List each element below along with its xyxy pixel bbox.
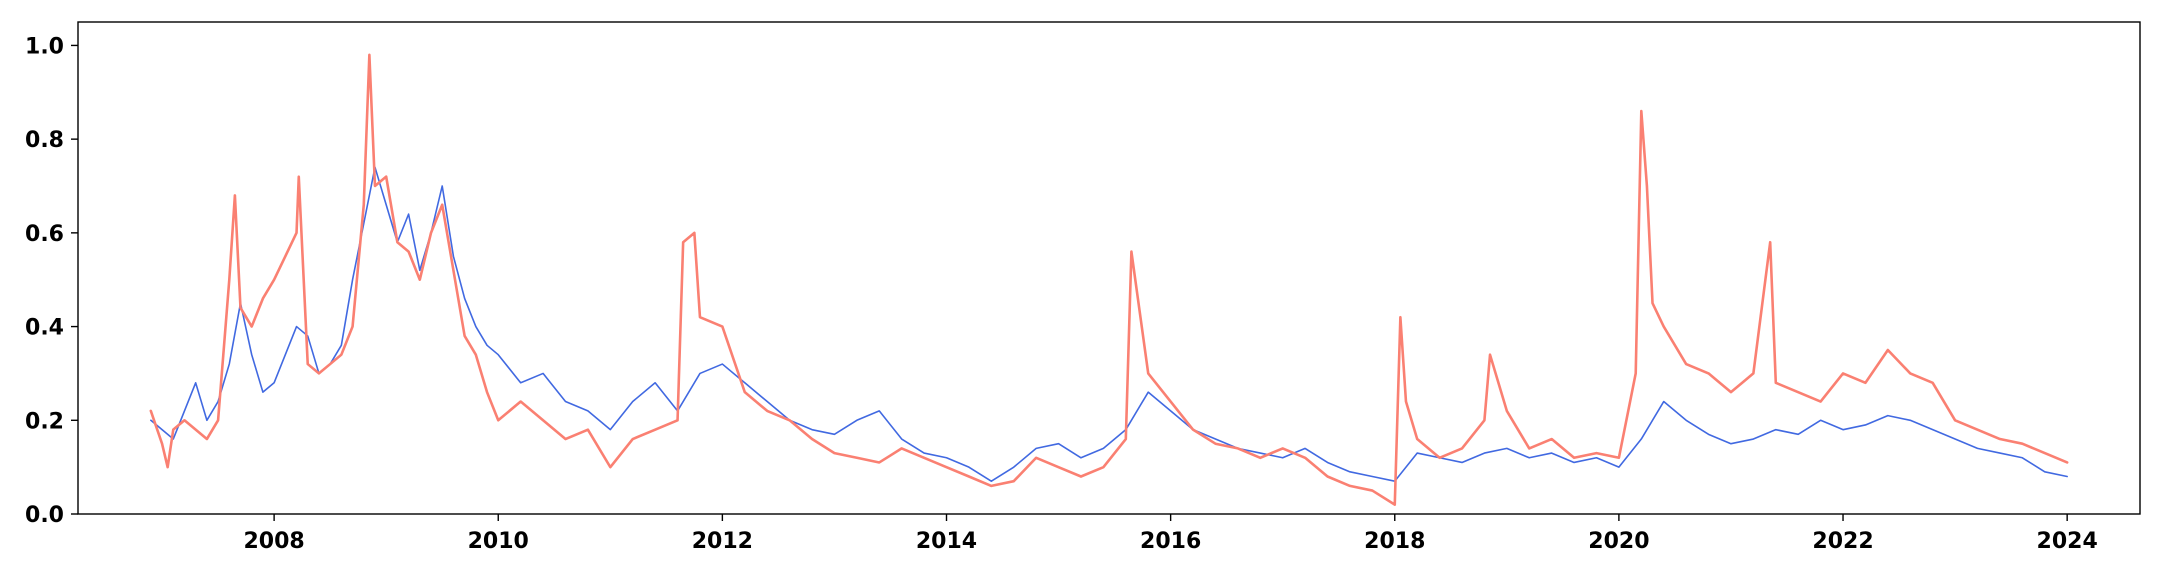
x-tick-label: 2016 (1140, 529, 1201, 554)
y-tick-label: 0.8 (25, 128, 64, 153)
y-tick-label: 0.4 (25, 316, 64, 341)
x-tick-label: 2024 (2037, 529, 2098, 554)
series-line-1 (150, 166, 2068, 482)
plot-frame (77, 21, 2141, 515)
x-tick-label: 2012 (692, 529, 753, 554)
y-axis: 0.0 0.2 0.4 0.6 0.8 1.0 (25, 34, 78, 528)
y-tick-label: 1.0 (25, 34, 64, 59)
x-tick-label: 2008 (243, 529, 304, 554)
x-tick-label: 2014 (916, 529, 977, 554)
y-tick-label: 0.6 (25, 222, 64, 247)
x-tick-label: 2018 (1364, 529, 1425, 554)
y-tick-label: 0.0 (25, 503, 64, 528)
axes-layer (77, 21, 2141, 515)
x-tick-label: 2020 (1588, 529, 1649, 554)
x-tick-label: 2022 (1812, 529, 1873, 554)
y-tick-label: 0.2 (25, 409, 64, 434)
x-tick-label: 2010 (468, 529, 529, 554)
x-axis: 2008 2010 2012 2014 2016 2018 2020 2022 2024 (243, 514, 2098, 554)
series-line-2 (149, 53, 2069, 506)
series-layer (149, 53, 2069, 506)
